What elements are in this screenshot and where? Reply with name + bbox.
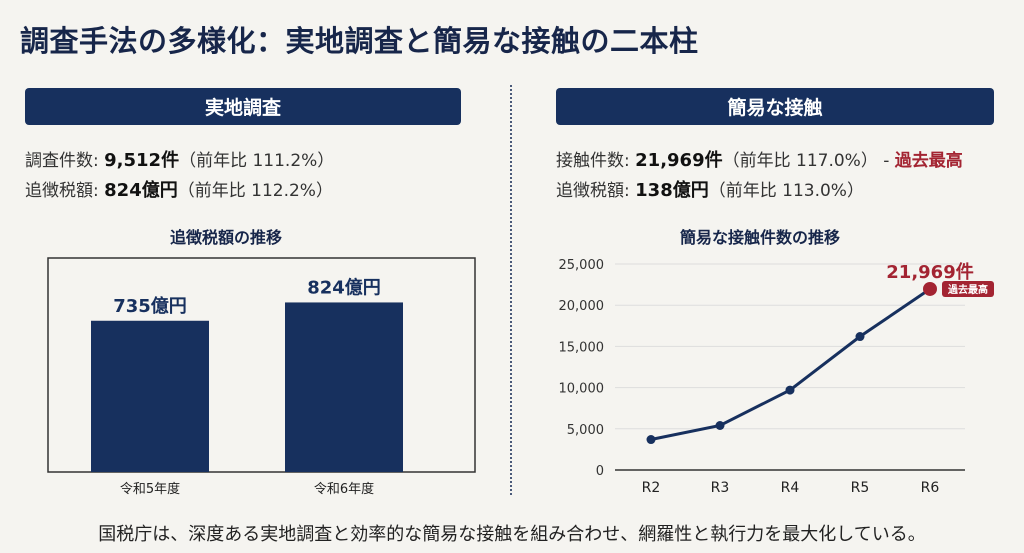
record-high-label: 過去最高 (894, 151, 963, 171)
y-tick-label: 5,000 (567, 423, 604, 438)
data-point-R4 (785, 385, 795, 395)
x-tick-label: R5 (851, 480, 870, 496)
x-tick-label: R2 (642, 480, 661, 496)
bar-value-label: 735億円 (113, 295, 187, 317)
y-tick-label: 15,000 (559, 340, 605, 355)
right-stat-count: 接触件数: 21,969件（前年比 117.0%） - 過去最高 (556, 150, 963, 171)
line-chart-title: 簡易な接触件数の推移 (680, 228, 841, 247)
line-series (650, 287, 931, 441)
bar-0 (91, 320, 209, 472)
data-point-R2 (646, 435, 656, 445)
data-point-R3 (715, 421, 725, 431)
x-tick-label: R3 (711, 480, 730, 496)
y-tick-label: 0 (596, 464, 604, 479)
section-header-simple-contact: 簡易な接触 (556, 88, 994, 125)
y-tick-label: 10,000 (559, 382, 605, 397)
record-high-badge (942, 280, 994, 297)
data-point-R5 (855, 332, 865, 342)
page-title: 調査手法の多様化：実地調査と簡易な接触の二本柱 (20, 24, 699, 58)
bar-1 (285, 302, 403, 472)
section-divider (510, 85, 512, 495)
y-tick-label: 25,000 (559, 258, 605, 273)
x-tick-label: R6 (921, 480, 940, 496)
section-header-field-audit: 実地調査 (25, 88, 461, 125)
peak-value-annotation: 21,969件 (886, 261, 973, 283)
left-stat-count: 調査件数: 9,512件（前年比 111.2%） (25, 150, 335, 171)
footer-summary: 国税庁は、深度ある実地調査と効率的な簡易な接触を組み合わせ、網羅性と執行力を最大… (98, 524, 926, 545)
bar-chart-frame (47, 257, 476, 473)
right-stat-tax: 追徴税額: 138億円（前年比 113.0%） (556, 180, 864, 201)
record-high-badge-text: 過去最高 (947, 283, 988, 296)
bar-value-label: 824億円 (307, 276, 381, 298)
data-point-R6 (923, 281, 937, 296)
y-tick-label: 20,000 (559, 299, 605, 314)
left-stat-tax: 追徴税額: 824億円（前年比 112.2%） (25, 180, 333, 201)
bar-category-label: 令和6年度 (314, 481, 374, 497)
x-tick-label: R4 (781, 480, 800, 496)
bar-chart-title: 追徴税額の推移 (170, 228, 283, 247)
bar-category-label: 令和5年度 (120, 481, 180, 497)
